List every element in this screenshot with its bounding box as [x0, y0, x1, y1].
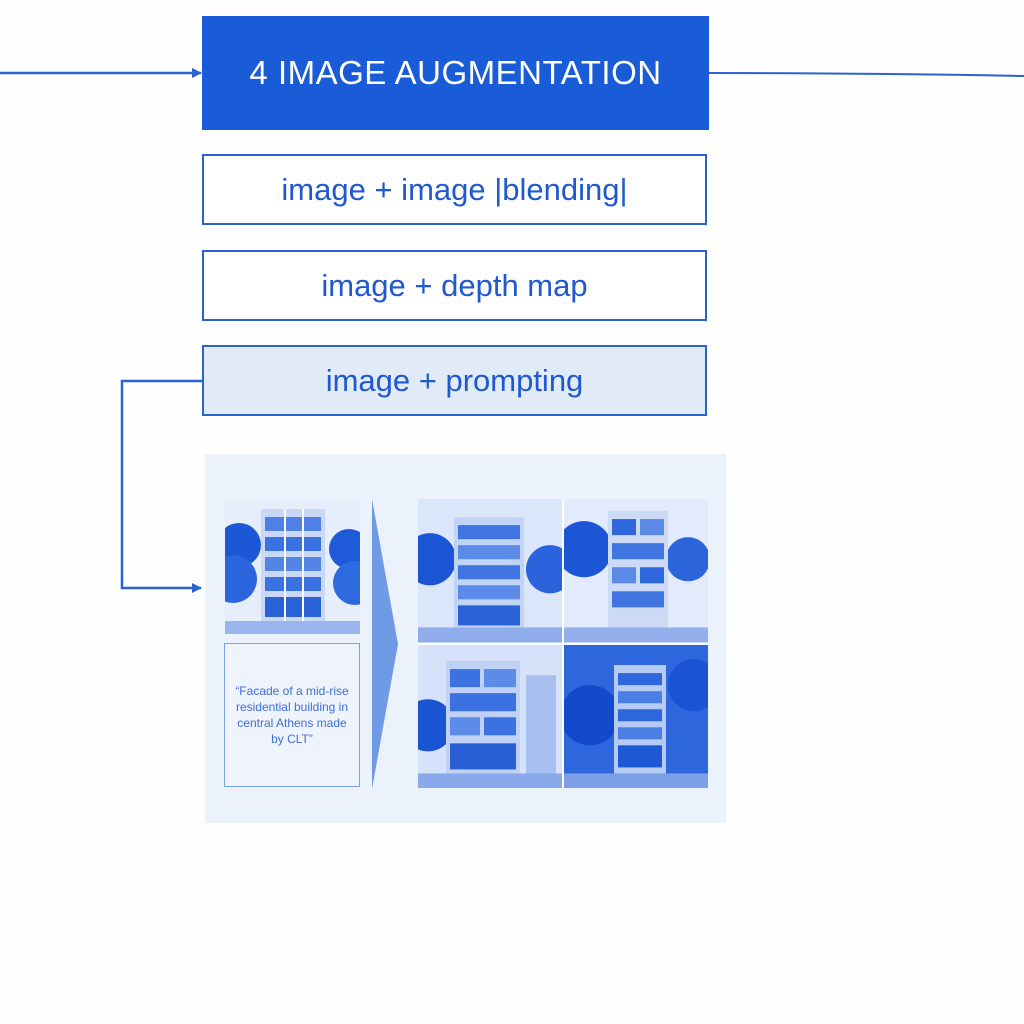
prompt-text: “Facade of a mid-rise residential buildi… [235, 684, 349, 746]
generated-building-image-4 [564, 644, 708, 788]
option-label: image + prompting [325, 362, 584, 398]
option-label: image + depth map [321, 267, 588, 303]
generated-images-grid [418, 499, 708, 788]
option-label: image + image |blending| [281, 171, 628, 207]
section-title: 4 IMAGE AUGMENTATION [249, 54, 662, 91]
generated-building-image-3 [418, 644, 562, 788]
option-image-blending: image + image |blending| [202, 154, 707, 225]
prompt-text-box: “Facade of a mid-rise residential buildi… [224, 643, 360, 787]
outgoing-line [708, 72, 1024, 77]
option-image-depth-map: image + depth map [202, 250, 707, 321]
building-facade-input-image [225, 499, 360, 634]
chevron-right-icon [372, 499, 398, 789]
prompting-to-example-arrow [120, 379, 202, 593]
section-header: 4 IMAGE AUGMENTATION [202, 16, 709, 130]
generated-building-image-2 [564, 499, 708, 643]
generated-building-image-1 [418, 499, 562, 643]
option-image-prompting: image + prompting [202, 345, 707, 416]
